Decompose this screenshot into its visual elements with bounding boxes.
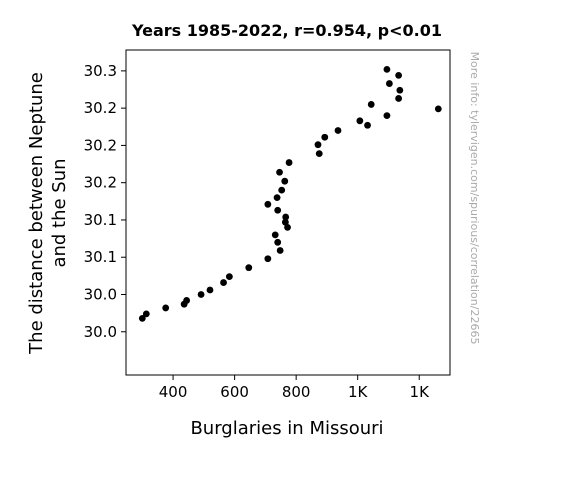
data-point — [274, 238, 282, 246]
y-tick-label: 30.2 — [84, 136, 117, 154]
data-point — [383, 65, 391, 73]
data-point — [264, 200, 272, 208]
data-point — [367, 101, 375, 108]
y-axis-title-line-1: The distance between Neptune — [26, 72, 47, 355]
data-point — [276, 168, 283, 176]
y-tick-label: 30.1 — [84, 248, 117, 266]
data-point — [245, 264, 253, 272]
data-point — [434, 105, 442, 113]
data-point — [271, 231, 279, 239]
data-point — [315, 150, 323, 158]
plot-area: 400 600 800 1K 1K 30.0 30.0 30.1 30.1 30.2 30.2 30.… — [84, 49, 451, 401]
chart-title: Years 1985-2022, r=0.954, p<0.01 — [131, 21, 442, 40]
data-point — [276, 247, 284, 254]
data-point — [142, 310, 150, 318]
x-tick-label: 400 — [159, 383, 188, 401]
y-tick-label: 30.2 — [84, 174, 117, 192]
data-point — [396, 86, 404, 94]
data-point — [383, 112, 391, 119]
watermark-text: More info: tylervigen.com/spurious/corre… — [468, 52, 481, 345]
data-point — [180, 300, 188, 308]
plot-frame — [125, 49, 451, 376]
data-point — [385, 80, 393, 87]
data-point — [356, 117, 364, 125]
data-point — [264, 255, 272, 263]
y-tick-label: 30.1 — [84, 211, 117, 229]
y-tick-label: 30.0 — [84, 323, 117, 341]
x-tick-label: 600 — [220, 383, 249, 401]
data-point — [206, 286, 214, 294]
data-point — [281, 177, 289, 185]
data-point — [197, 291, 205, 298]
data-point — [138, 314, 146, 322]
data-point — [274, 206, 282, 214]
y-tick-label: 30.2 — [84, 99, 117, 117]
data-point — [284, 224, 291, 231]
data-point — [334, 127, 342, 134]
data-point — [321, 133, 329, 141]
data-point — [395, 71, 403, 79]
y-tick-label: 30.3 — [84, 62, 117, 80]
x-axis-title: Burglaries in Missouri — [190, 418, 383, 439]
x-tick-label: 800 — [282, 383, 311, 401]
data-point — [282, 213, 290, 221]
y-tick-label: 30.0 — [84, 285, 117, 303]
data-point — [285, 159, 293, 166]
x-tick-label: 1K — [348, 383, 369, 401]
data-point — [162, 304, 170, 312]
data-point — [395, 95, 403, 102]
data-point — [364, 121, 371, 129]
x-tick-label: 1K — [410, 383, 431, 401]
data-point — [273, 194, 281, 201]
y-axis-title-line-2: and the Sun — [49, 158, 70, 267]
data-point — [278, 186, 286, 194]
data-point — [220, 279, 227, 286]
data-point — [225, 273, 233, 281]
data-point — [281, 218, 289, 226]
data-point — [314, 141, 322, 149]
